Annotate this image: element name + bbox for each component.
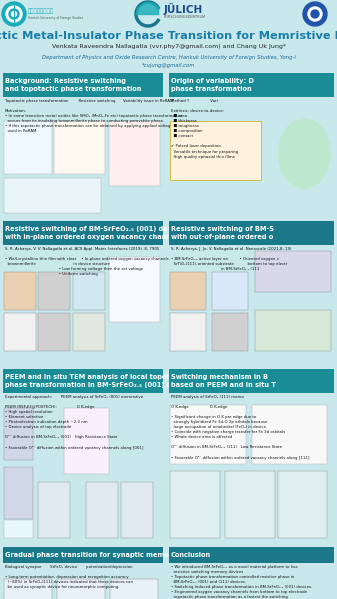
Text: Switching mechanism in B
based on PEEM and In situ T: Switching mechanism in B based on PEEM a… — [171, 374, 276, 388]
Bar — [73, 313, 105, 351]
Text: Resistive switching of BM-SrFeO₂.₅ (001) device
with in-plane ordered oxygen vac: Resistive switching of BM-SrFeO₂.₅ (001)… — [5, 226, 183, 240]
Bar — [4, 120, 52, 174]
Bar — [38, 313, 70, 351]
Text: PEEM and In situ TEM analysis of local topotactic
phase transformation in BM-SrF: PEEM and In situ TEM analysis of local t… — [5, 374, 191, 388]
Circle shape — [303, 2, 327, 26]
Bar — [170, 313, 206, 351]
Text: S. R. Acharya, J. Jo, V. Nallagatla et al. Nanoscale (2021,8, 19)

• BM-SrFeO₂.₅: S. R. Acharya, J. Jo, V. Nallagatla et a… — [171, 247, 292, 271]
Circle shape — [2, 2, 26, 26]
Bar — [4, 579, 52, 599]
Bar — [170, 120, 261, 180]
Bar — [38, 482, 70, 538]
Text: PEEM analysis of SrFeO₂ (111) memo

O K-edge                 D K-edge

• Signifi: PEEM analysis of SrFeO₂ (111) memo O K-e… — [171, 395, 309, 459]
Circle shape — [6, 6, 22, 22]
Text: Conclusion: Conclusion — [171, 552, 211, 558]
Bar — [3, 547, 163, 563]
Bar — [121, 482, 153, 538]
Text: Origin of variability: D
phase transformation: Origin of variability: D phase transform… — [171, 78, 254, 92]
Text: Topotactic phase transformation        Resistive switching      Variability issu: Topotactic phase transformation Resistiv… — [5, 99, 192, 134]
Circle shape — [311, 10, 319, 18]
Bar — [38, 272, 70, 310]
Text: FORSCHUNGSZENTRUM: FORSCHUNGSZENTRUM — [164, 15, 206, 19]
Text: • We introduced BM-SrFeO₂.₅ as a novel material platform to has
  resistive swit: • We introduced BM-SrFeO₂.₅ as a novel m… — [171, 565, 312, 599]
Bar — [278, 471, 328, 538]
Text: Hankuk University of Foreign Studies: Hankuk University of Foreign Studies — [28, 16, 83, 20]
Ellipse shape — [278, 118, 331, 189]
Bar — [225, 471, 275, 538]
Bar — [4, 521, 33, 538]
Bar — [169, 73, 334, 97]
Bar — [3, 369, 163, 393]
Circle shape — [308, 7, 322, 21]
Bar — [170, 405, 246, 464]
Bar — [169, 221, 334, 245]
Bar — [212, 272, 248, 310]
Text: 한국외국어대학교: 한국외국어대학교 — [28, 8, 54, 14]
Bar — [86, 482, 118, 538]
Text: Biological synapse       SrFeO₂ device       potentiation/depression

• Long-ter: Biological synapse SrFeO₂ device potenti… — [5, 565, 133, 589]
Bar — [57, 579, 105, 599]
Bar — [255, 251, 331, 292]
Circle shape — [9, 9, 19, 19]
Bar — [251, 405, 328, 464]
Bar — [4, 272, 36, 310]
Text: Department of Physics and Oxide Research Centre, Hankuk University of Foreign St: Department of Physics and Oxide Research… — [41, 55, 296, 60]
Text: Experimental approach:       PEEM analysis of SrFeO₂ (001) memristive

PEEM (RSF: Experimental approach: PEEM analysis of … — [5, 395, 144, 449]
Text: Background: Resistive switching
and topotactic phase transformation: Background: Resistive switching and topo… — [5, 78, 142, 92]
Bar — [73, 272, 105, 310]
Bar — [64, 408, 109, 474]
Bar — [54, 120, 105, 174]
Text: Gradual phase transition for synaptic memory: Gradual phase transition for synaptic me… — [5, 552, 177, 558]
Bar — [3, 73, 163, 97]
Bar — [170, 272, 206, 310]
Bar — [4, 408, 33, 459]
Bar — [212, 313, 248, 351]
Bar — [169, 547, 334, 563]
Text: Resistive switching of BM-S
with out-of-plane ordered o: Resistive switching of BM-S with out-of-… — [171, 226, 274, 240]
Circle shape — [11, 11, 17, 17]
Text: S. R. Acharya, V. V. Nallagatla et al. ACS Appl. Mater. Interfaces (2019), 8, 79: S. R. Acharya, V. V. Nallagatla et al. A… — [5, 247, 168, 276]
Bar — [170, 471, 219, 538]
Text: Topotactic Metal-Insulator Phase Transition for Memristive Devices: Topotactic Metal-Insulator Phase Transit… — [0, 31, 337, 41]
Bar — [109, 120, 160, 186]
Text: Method ?                 Vari

Extrinsic: device-to-device:
  ■ area
  ■ thickne: Method ? Vari Extrinsic: device-to-devic… — [171, 99, 238, 159]
Bar — [4, 177, 101, 213]
Bar — [4, 313, 36, 351]
Bar — [109, 257, 160, 322]
Bar — [3, 221, 163, 245]
Text: JÜLICH: JÜLICH — [164, 3, 203, 15]
Text: *cujung@gmail.com: *cujung@gmail.com — [142, 63, 195, 68]
Bar — [4, 467, 33, 519]
Bar — [255, 310, 331, 351]
Text: Venkata Raveendra Nallagatla (vvr.phy7@gmail.com) and Chang Uk Jung*: Venkata Raveendra Nallagatla (vvr.phy7@g… — [52, 44, 285, 49]
Bar — [110, 579, 158, 599]
Bar — [169, 369, 334, 393]
